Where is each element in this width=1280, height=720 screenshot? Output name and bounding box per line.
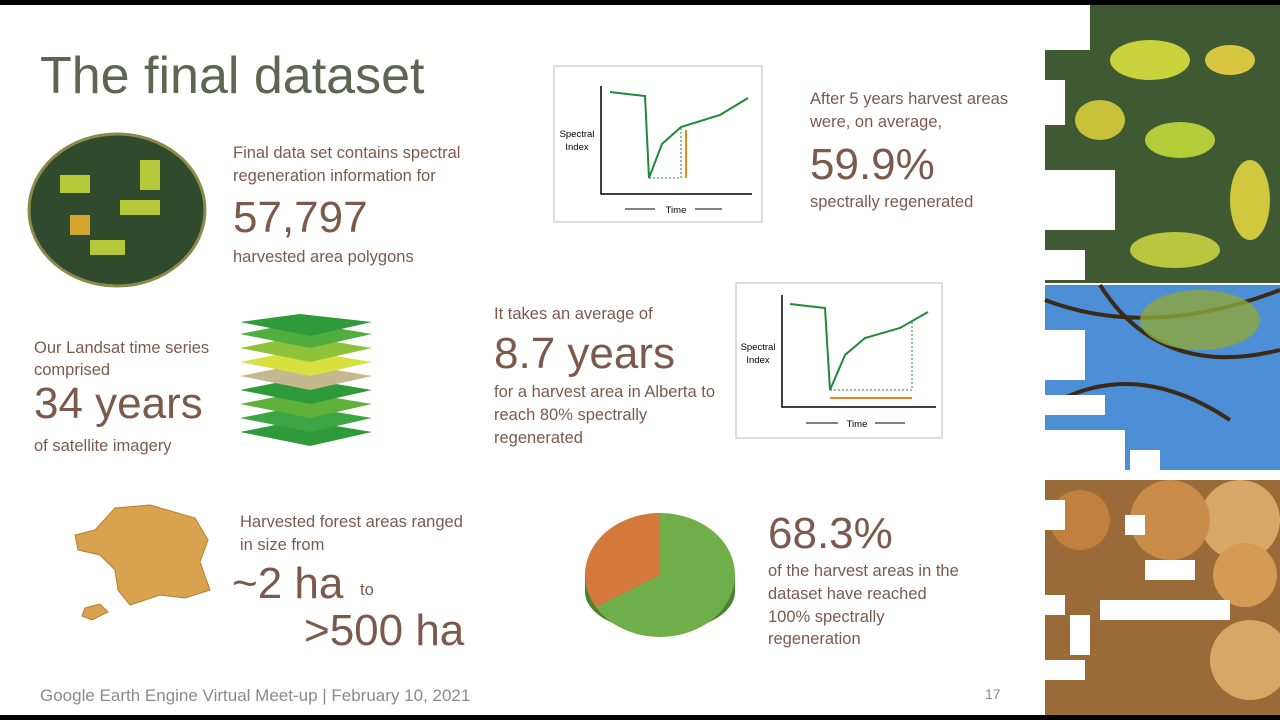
x-axis-label: Time (666, 205, 687, 216)
text-line: for a harvest area in Alberta to (494, 383, 715, 401)
text-line: of the harvest areas in the (768, 562, 959, 580)
key-figure: 68.3% (768, 509, 893, 558)
connector: to (360, 581, 374, 599)
layer-stack (240, 314, 372, 446)
text-line: Our Landsat time series (34, 339, 209, 357)
y-axis-label: Index (746, 355, 769, 366)
y-axis-label: Spectral (560, 129, 595, 140)
photo-mosaic (1044, 5, 1280, 715)
footer: Google Earth Engine Virtual Meet-up | Fe… (40, 686, 470, 705)
text-line: Final data set contains spectral (233, 144, 460, 162)
text-line: Harvested forest areas ranged (240, 513, 463, 531)
map-patches (60, 160, 160, 255)
key-figure: ~2 ha (232, 559, 344, 608)
key-figure: >500 ha (304, 606, 465, 655)
text-line: spectrally regenerated (810, 193, 973, 211)
text-line: comprised (34, 361, 110, 379)
key-figure: 8.7 years (494, 329, 675, 378)
text-line: of satellite imagery (34, 437, 172, 455)
key-figure: 59.9% (810, 140, 935, 189)
page-number: 17 (985, 686, 1001, 702)
y-axis-label: Index (565, 142, 588, 153)
text-line: regeneration (768, 630, 861, 648)
text-line: It takes an average of (494, 305, 653, 323)
text-line: were, on average, (809, 113, 942, 131)
title: The final dataset (40, 47, 425, 105)
key-figure: 57,797 (233, 193, 368, 242)
text-line: regeneration information for (233, 167, 436, 185)
text-line: reach 80% spectrally (494, 406, 648, 424)
top-bar (0, 0, 1280, 5)
bottom-bar (0, 715, 1280, 720)
text-line: After 5 years harvest areas (810, 90, 1008, 108)
text-line: harvested area polygons (233, 248, 414, 266)
regeneration-diagram: Spectral Index Time (553, 65, 763, 223)
key-figure: 34 years (34, 379, 203, 428)
region-shape (74, 504, 211, 621)
aerial-map (27, 132, 207, 288)
y-axis-label: Spectral (741, 342, 776, 353)
pie-illustration (585, 513, 735, 637)
text-line: regenerated (494, 429, 583, 447)
text-line: 100% spectrally (768, 608, 885, 626)
recovery-diagram: Spectral Index Time (735, 282, 943, 439)
text-line: dataset have reached (768, 585, 927, 603)
x-axis-label: Time (847, 419, 868, 430)
text-line: in size from (240, 536, 324, 554)
